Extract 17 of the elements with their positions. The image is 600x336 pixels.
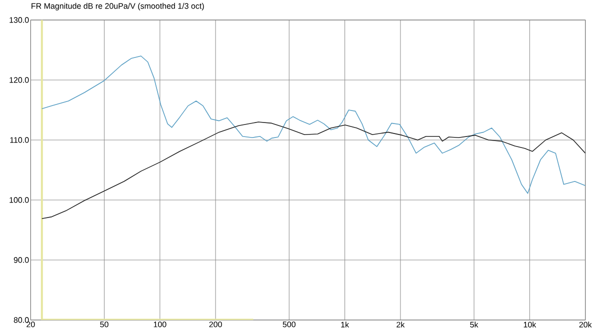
y-tick-label: 120.0: [10, 77, 29, 83]
y-tick-label: 110.0: [10, 137, 29, 143]
x-tick-label: 500: [282, 322, 296, 328]
x-tick-label: 20: [26, 322, 35, 328]
x-tick-label: 50: [100, 322, 108, 328]
y-tick-label: 100.0: [10, 197, 29, 203]
x-tick-label: 100: [154, 322, 166, 328]
x-tick-label: 20k: [579, 322, 592, 328]
x-tick-label: 200: [209, 322, 222, 328]
y-tick-label: 90.0: [14, 257, 29, 263]
x-tick-label: 1k: [341, 322, 350, 328]
chart-title: FR Magnitude dB re 20uPa/V (smoothed 1/3 oct): [32, 2, 204, 10]
y-tick-label: 130.0: [10, 17, 29, 23]
y-tick-label: 80.0: [14, 317, 29, 323]
x-tick-label: 5k: [470, 322, 478, 328]
x-tick-label: 10k: [524, 322, 536, 328]
x-tick-label: 2k: [396, 322, 405, 328]
